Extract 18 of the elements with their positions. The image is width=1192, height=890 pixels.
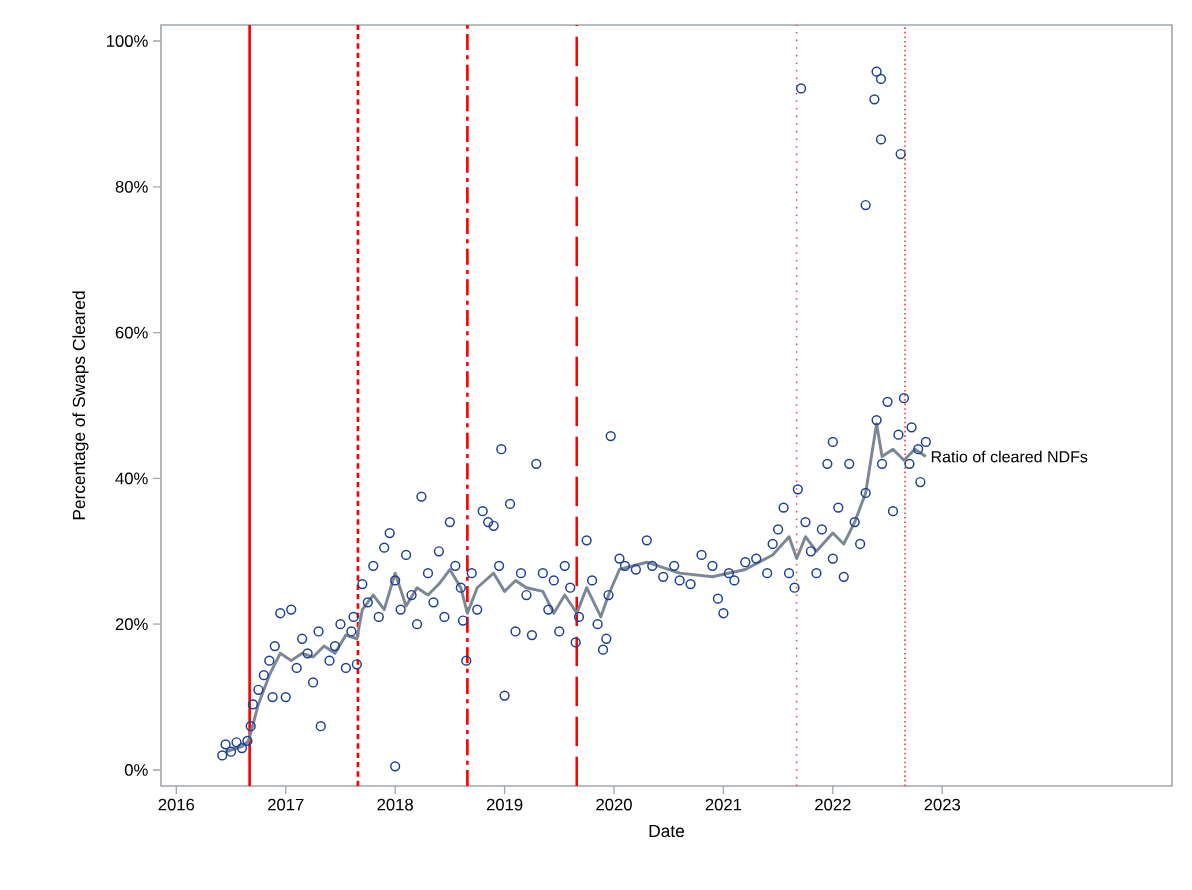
line-series: [224, 422, 928, 754]
x-tick-label: 2023: [924, 798, 961, 811]
x-tick-label: 2017: [268, 798, 304, 811]
y-tick-label: 0%: [124, 764, 148, 776]
x-tick-label: 2019: [486, 798, 523, 811]
x-tick-label: 2022: [815, 798, 851, 811]
y-tick-label: 20%: [115, 618, 148, 631]
x-tick-label: 2018: [377, 798, 413, 811]
y-tick-label: 80%: [115, 180, 148, 193]
x-tick-label: 2016: [158, 798, 195, 811]
x-tick-label: 2020: [596, 798, 632, 811]
y-tick-label: 100%: [107, 35, 148, 47]
y-tick-label: 60%: [115, 326, 148, 339]
y-tick-label: 40%: [115, 472, 148, 485]
series-label: Ratio of cleared NDFs: [931, 450, 1088, 463]
x-axis-title: Date: [649, 825, 685, 838]
x-tick-label: 2021: [705, 798, 742, 811]
y-axis-title: Percentage of Swaps Cleared: [72, 291, 89, 520]
